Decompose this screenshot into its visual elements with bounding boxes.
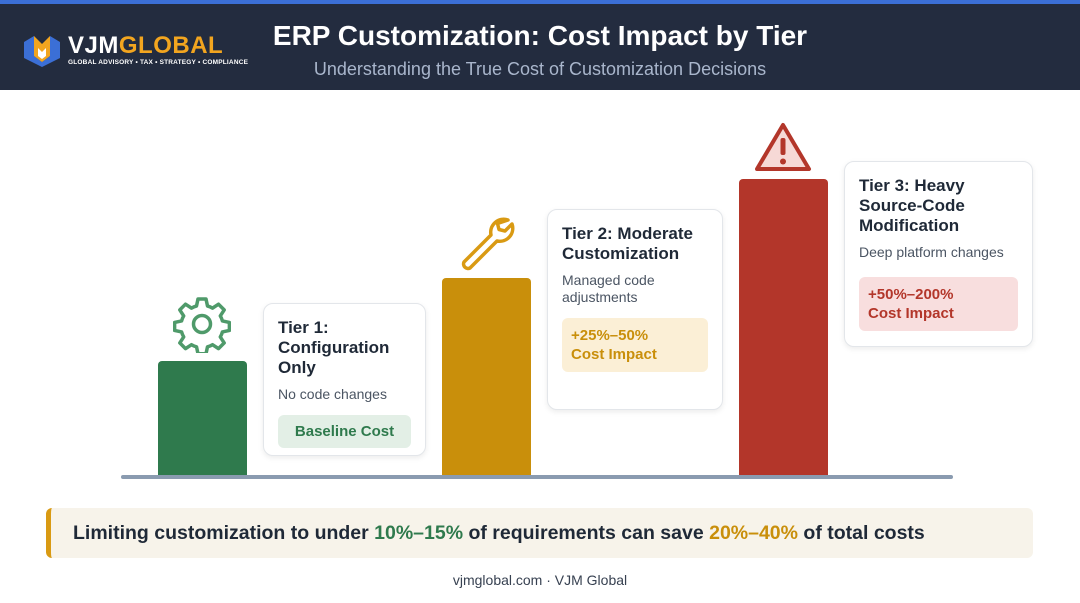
logo-wordmark: VJMGLOBAL: [68, 32, 223, 60]
page-subtitle: Understanding the True Cost of Customiza…: [313, 59, 767, 79]
savings-callout: Limiting customization to under 10%–15% …: [46, 508, 1033, 558]
wrench-icon: [461, 217, 515, 271]
tier1-title: Tier 1: Configuration Only: [278, 318, 390, 377]
warning-icon: [755, 123, 811, 171]
tier2-card: Tier 2: Moderate Customization Managed c…: [547, 209, 723, 410]
tier3-title: Tier 3: Heavy Source-Code Modification: [859, 176, 965, 235]
callout-part3: of total costs: [798, 522, 925, 544]
header-banner: VJMGLOBAL GLOBAL ADVISORY • TAX • STRATE…: [0, 0, 1080, 90]
tier3-impact-label: Cost Impact: [868, 305, 954, 322]
vjm-global-logo: VJMGLOBAL GLOBAL ADVISORY • TAX • STRATE…: [22, 32, 248, 72]
tier3-bar: [739, 179, 828, 476]
gear-icon: [173, 297, 231, 353]
tier2-bar: [442, 278, 531, 476]
tier1-description: No code changes: [278, 386, 387, 402]
callout-part1: Limiting customization to under: [73, 522, 375, 544]
baseline-axis: [121, 475, 953, 479]
footer-credit: vjmglobal.com · VJM Global: [452, 572, 628, 588]
tier1-impact-badge: Baseline Cost: [278, 415, 411, 448]
logo-tagline: GLOBAL ADVISORY • TAX • STRATEGY • COMPL…: [68, 59, 249, 66]
callout-text: Limiting customization to under 10%–15% …: [73, 508, 925, 558]
logo-mark-icon: [24, 36, 60, 67]
tier3-description: Deep platform changes: [859, 244, 1004, 260]
tier1-card: Tier 1: Configuration Only No code chang…: [263, 303, 426, 456]
callout-highlight-percentage: 10%–15%: [374, 522, 464, 544]
callout-highlight-savings: 20%–40%: [709, 522, 798, 544]
tier2-impact-range: +25%–50%: [571, 327, 649, 344]
tier2-title: Tier 2: Moderate Customization: [562, 224, 694, 263]
logo-word-global: GLOBAL: [118, 32, 224, 59]
tier2-impact-label: Cost Impact: [571, 346, 657, 363]
page-title: ERP Customization: Cost Impact by Tier: [272, 20, 808, 51]
tier3-impact-range: +50%–200%: [868, 286, 954, 303]
tier1-bar: [158, 361, 247, 476]
logo-word-vjm: VJM: [68, 32, 119, 59]
tier2-impact-badge: +25%–50% Cost Impact: [562, 318, 708, 372]
tier2-description: Managed code adjustments: [562, 272, 655, 305]
tier3-card: Tier 3: Heavy Source-Code Modification D…: [844, 161, 1033, 347]
callout-part2: of requirements can save: [463, 522, 710, 544]
tier3-impact-badge: +50%–200% Cost Impact: [859, 277, 1018, 331]
